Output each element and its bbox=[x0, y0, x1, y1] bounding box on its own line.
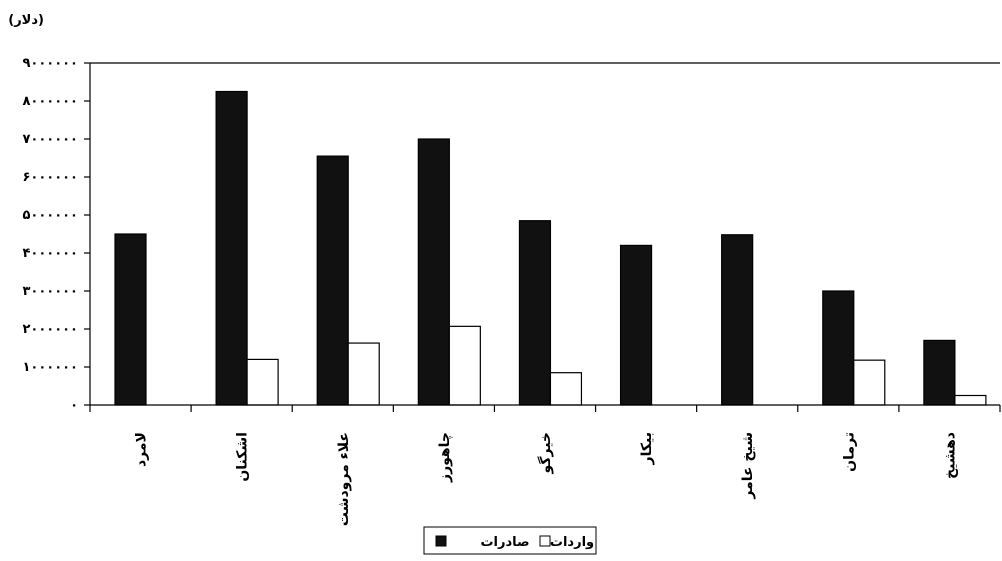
y-tick-label: ۸۰۰۰۰۰۰ bbox=[22, 94, 78, 109]
y-unit-label: (دلار) bbox=[8, 13, 44, 28]
x-category-label: بیکار bbox=[639, 432, 655, 465]
x-category-label: دهشیخ bbox=[942, 432, 958, 479]
y-axis: ۰ ۱۰۰۰۰۰۰ ۲۰۰۰۰۰۰ ۳۰۰۰۰۰۰ ۴۰۰۰۰۰۰ ۵۰۰۰۰۰۰ ۶۰۰۰… bbox=[22, 56, 91, 413]
legend-box bbox=[423, 526, 597, 555]
x-category-label: علاء مرودشت bbox=[336, 432, 352, 526]
export-bar bbox=[215, 90, 248, 406]
legend-label-exports: صادرات bbox=[480, 535, 529, 550]
import-bar bbox=[246, 358, 279, 406]
y-tick-label: ۷۰۰۰۰۰۰ bbox=[22, 132, 78, 147]
export-bar bbox=[619, 244, 653, 406]
export-bar bbox=[316, 155, 349, 406]
legend-label-imports: واردات bbox=[550, 535, 594, 550]
y-tick-label: ۹۰۰۰۰۰۰ bbox=[22, 56, 78, 71]
y-tick-label: ۰ bbox=[70, 398, 78, 413]
export-bar bbox=[417, 138, 450, 406]
legend-swatch-exports bbox=[435, 535, 447, 547]
export-bar bbox=[518, 220, 552, 406]
legend: صادرات واردات bbox=[423, 526, 597, 555]
import-bar bbox=[549, 372, 583, 406]
import-bar bbox=[347, 342, 380, 406]
export-bar bbox=[721, 234, 754, 406]
import-bar bbox=[448, 325, 481, 406]
y-tick-label: ۵۰۰۰۰۰۰ bbox=[22, 208, 78, 223]
y-tick-label: ۳۰۰۰۰۰۰ bbox=[22, 284, 78, 299]
x-category-label: چاهورز bbox=[437, 432, 453, 483]
y-tick-label: ۲۰۰۰۰۰۰ bbox=[22, 322, 78, 337]
x-category-label: لامرد bbox=[134, 432, 150, 467]
x-category-label: ترمان bbox=[841, 432, 857, 472]
import-bar bbox=[853, 359, 886, 406]
y-tick-label: ۱۰۰۰۰۰۰ bbox=[22, 360, 78, 375]
x-category-label: خیرگو bbox=[537, 432, 554, 474]
x-category-label: اشکنان bbox=[235, 432, 251, 482]
x-axis: لامرد اشکنان علاء مرودشت چاهورز خیرگو بیکار شی… bbox=[89, 404, 1001, 526]
export-bar bbox=[114, 233, 147, 406]
bars bbox=[114, 90, 987, 406]
export-bar bbox=[822, 290, 855, 406]
legend-swatch-imports bbox=[539, 535, 551, 547]
import-bar bbox=[954, 394, 987, 406]
x-category-label: شیخ عامر bbox=[740, 432, 756, 500]
export-bar bbox=[923, 339, 956, 406]
y-tick-label: ۴۰۰۰۰۰۰ bbox=[22, 246, 78, 261]
y-tick-label: ۶۰۰۰۰۰۰ bbox=[22, 170, 78, 185]
